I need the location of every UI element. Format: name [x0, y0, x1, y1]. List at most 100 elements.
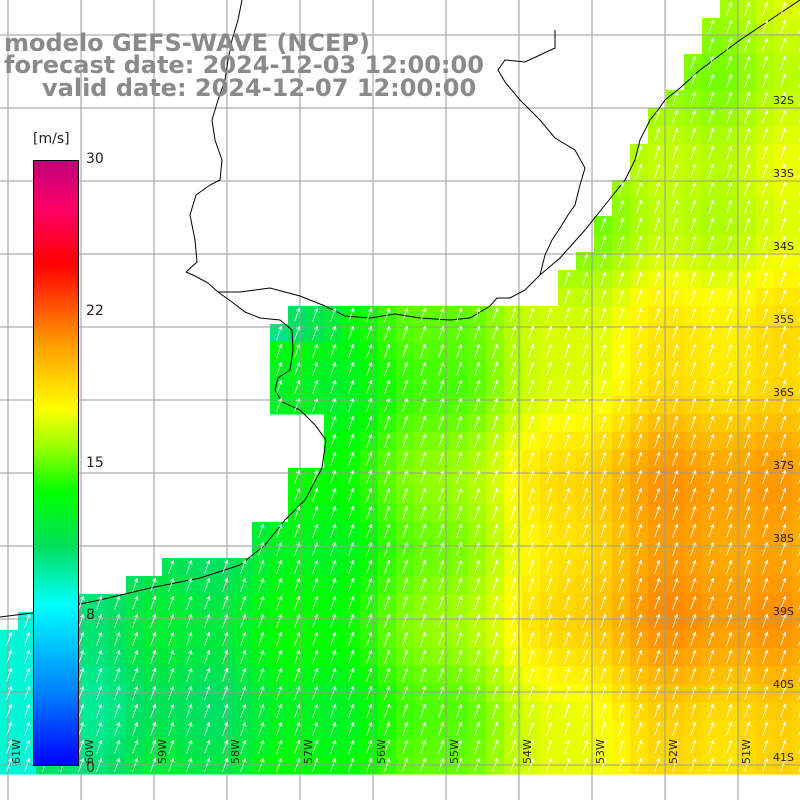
wind-arrow — [582, 415, 589, 430]
wind-arrow — [798, 676, 800, 682]
wind-arrow — [114, 631, 121, 646]
wind-arrow — [726, 757, 733, 772]
wind-arrow — [222, 595, 229, 610]
wind-arrow — [222, 757, 229, 772]
wind-arrow — [438, 649, 445, 664]
lon-label: 54W — [521, 739, 534, 764]
wind-arrow — [456, 451, 463, 466]
wind-arrow — [636, 145, 643, 160]
lat-label: 34S — [773, 240, 794, 253]
wind-arrow — [294, 487, 301, 502]
wind-arrow — [744, 37, 751, 52]
wind-arrow — [654, 559, 661, 574]
wind-arrow — [546, 505, 553, 520]
wind-arrow — [654, 109, 661, 124]
wind-arrow — [636, 451, 643, 466]
wind-arrow — [312, 685, 319, 700]
wind-arrow — [312, 559, 319, 574]
wind-arrow — [798, 640, 800, 646]
wind-arrow — [690, 73, 697, 88]
wind-arrow — [258, 577, 265, 592]
wind-arrow — [708, 73, 715, 88]
wind-arrow — [528, 325, 535, 340]
wind-arrow — [438, 631, 445, 646]
wind-arrow — [456, 379, 463, 394]
wind-arrow — [78, 703, 85, 718]
wind-arrow — [258, 703, 265, 718]
wind-arrow — [636, 217, 643, 232]
wind-arrow — [618, 235, 625, 250]
wind-arrow — [600, 433, 607, 448]
wind-arrow — [690, 253, 697, 268]
wind-arrow — [780, 73, 787, 88]
wind-arrow — [780, 235, 787, 250]
wind-arrow — [654, 325, 661, 340]
wind-arrow — [798, 442, 800, 448]
wind-arrow — [78, 739, 85, 754]
wind-arrow — [654, 595, 661, 610]
wind-arrow — [672, 505, 679, 520]
wind-arrow — [78, 721, 85, 736]
wind-arrow — [618, 397, 625, 412]
wind-arrow — [492, 469, 499, 484]
wind-arrow — [546, 307, 553, 322]
wind-arrow — [690, 649, 697, 664]
wind-arrow — [240, 667, 247, 682]
wind-arrow — [186, 631, 193, 646]
wind-arrow — [672, 307, 679, 322]
wind-arrow — [96, 631, 103, 646]
wind-arrow — [780, 667, 787, 682]
wind-arrow — [582, 289, 589, 304]
wind-arrow — [474, 487, 481, 502]
wind-arrow — [474, 595, 481, 610]
wind-arrow — [798, 64, 800, 70]
wind-arrow — [438, 685, 445, 700]
wind-arrow — [672, 325, 679, 340]
wind-arrow — [420, 307, 427, 322]
wind-arrow — [654, 253, 661, 268]
wind-arrow — [600, 397, 607, 412]
wind-arrow — [6, 721, 13, 736]
wind-arrow — [312, 739, 319, 754]
wind-arrow — [654, 469, 661, 484]
wind-arrow — [366, 379, 373, 394]
wind-arrow — [654, 217, 661, 232]
wind-arrow — [564, 433, 571, 448]
wind-arrow — [168, 703, 175, 718]
wind-cell — [792, 0, 800, 19]
wind-arrow — [204, 721, 211, 736]
wind-arrow — [510, 613, 517, 628]
wind-arrow — [276, 379, 283, 394]
wind-arrow — [564, 487, 571, 502]
wind-arrow — [744, 595, 751, 610]
wind-arrow — [690, 451, 697, 466]
wind-arrow — [708, 361, 715, 376]
wind-arrow — [690, 559, 697, 574]
wind-arrow — [132, 685, 139, 700]
wind-arrow — [150, 577, 157, 592]
wind-arrow — [24, 613, 31, 628]
wind-arrow — [420, 325, 427, 340]
wind-arrow — [528, 739, 535, 754]
wind-arrow — [780, 91, 787, 106]
wind-arrow — [726, 379, 733, 394]
wind-arrow — [798, 208, 800, 214]
wind-cell — [792, 252, 800, 271]
wind-arrow — [744, 487, 751, 502]
wind-arrow — [654, 685, 661, 700]
wind-arrow — [546, 397, 553, 412]
wind-arrow — [708, 343, 715, 358]
wind-arrow — [780, 379, 787, 394]
wind-arrow — [780, 199, 787, 214]
wind-arrow — [456, 667, 463, 682]
wind-arrow — [618, 361, 625, 376]
wind-arrow — [474, 739, 481, 754]
wind-arrow — [744, 1, 751, 16]
wind-arrow — [312, 595, 319, 610]
wind-arrow — [618, 325, 625, 340]
wind-arrow — [438, 721, 445, 736]
wind-arrow — [456, 757, 463, 772]
wind-arrow — [618, 451, 625, 466]
wind-arrow — [636, 667, 643, 682]
wind-arrow — [546, 649, 553, 664]
